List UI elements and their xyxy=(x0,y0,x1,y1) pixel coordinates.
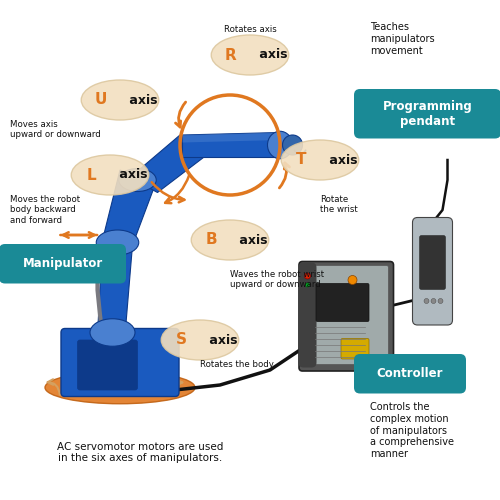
FancyBboxPatch shape xyxy=(354,89,500,138)
FancyBboxPatch shape xyxy=(0,244,126,284)
FancyBboxPatch shape xyxy=(78,340,138,390)
Text: axis: axis xyxy=(255,48,288,62)
Text: axis: axis xyxy=(125,94,158,106)
Ellipse shape xyxy=(81,80,159,120)
Polygon shape xyxy=(102,170,155,245)
Ellipse shape xyxy=(304,273,310,279)
Ellipse shape xyxy=(161,320,239,360)
Polygon shape xyxy=(182,132,280,158)
FancyBboxPatch shape xyxy=(412,218,453,325)
Text: Rotates axis: Rotates axis xyxy=(224,25,276,34)
FancyBboxPatch shape xyxy=(61,328,179,396)
Ellipse shape xyxy=(211,35,289,75)
FancyBboxPatch shape xyxy=(298,262,316,368)
Text: U: U xyxy=(95,92,107,108)
Text: B: B xyxy=(205,232,217,248)
Text: axis: axis xyxy=(205,334,238,346)
Text: Moves the robot
body backward
and forward: Moves the robot body backward and forwar… xyxy=(10,195,80,225)
Polygon shape xyxy=(182,132,280,142)
Ellipse shape xyxy=(268,131,292,159)
Text: axis: axis xyxy=(115,168,148,181)
FancyBboxPatch shape xyxy=(310,266,388,364)
Text: Programming
pendant: Programming pendant xyxy=(382,100,472,128)
Text: Rotate
the wrist: Rotate the wrist xyxy=(320,195,358,214)
FancyBboxPatch shape xyxy=(341,338,369,359)
Ellipse shape xyxy=(424,298,429,304)
Polygon shape xyxy=(98,240,132,335)
Ellipse shape xyxy=(348,276,357,284)
Text: axis: axis xyxy=(235,234,268,246)
Text: Waves the robot wrist
upward or downward: Waves the robot wrist upward or downward xyxy=(230,270,324,289)
FancyBboxPatch shape xyxy=(420,236,446,290)
Ellipse shape xyxy=(72,155,149,195)
Ellipse shape xyxy=(191,220,269,260)
Ellipse shape xyxy=(119,168,156,192)
FancyBboxPatch shape xyxy=(354,354,466,394)
Ellipse shape xyxy=(306,283,310,287)
FancyBboxPatch shape xyxy=(316,284,369,322)
Text: S: S xyxy=(176,332,186,347)
Ellipse shape xyxy=(90,319,135,346)
Text: Controller: Controller xyxy=(377,367,444,380)
Text: axis: axis xyxy=(325,154,358,166)
Text: Teaches
manipulators
movement: Teaches manipulators movement xyxy=(370,22,434,56)
Text: R: R xyxy=(225,48,237,62)
Text: Rotates the body: Rotates the body xyxy=(200,360,274,369)
Text: Controls the
complex motion
of manipulators
a comprehensive
manner: Controls the complex motion of manipulat… xyxy=(370,402,454,459)
Polygon shape xyxy=(130,135,210,192)
Text: Manipulator: Manipulator xyxy=(22,257,102,270)
Ellipse shape xyxy=(45,371,195,404)
Ellipse shape xyxy=(96,230,139,255)
Ellipse shape xyxy=(281,140,359,180)
Ellipse shape xyxy=(438,298,443,304)
Text: T: T xyxy=(296,152,306,168)
Ellipse shape xyxy=(282,135,302,155)
FancyBboxPatch shape xyxy=(299,262,394,371)
Text: L: L xyxy=(86,168,96,182)
Text: AC servomotor motors are used
in the six axes of manipulators.: AC servomotor motors are used in the six… xyxy=(57,442,223,464)
Ellipse shape xyxy=(431,298,436,304)
Text: Moves axis
upward or downward: Moves axis upward or downward xyxy=(10,120,101,140)
